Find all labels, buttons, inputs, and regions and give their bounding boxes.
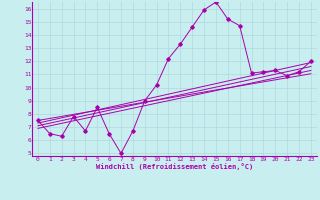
X-axis label: Windchill (Refroidissement éolien,°C): Windchill (Refroidissement éolien,°C) <box>96 163 253 170</box>
